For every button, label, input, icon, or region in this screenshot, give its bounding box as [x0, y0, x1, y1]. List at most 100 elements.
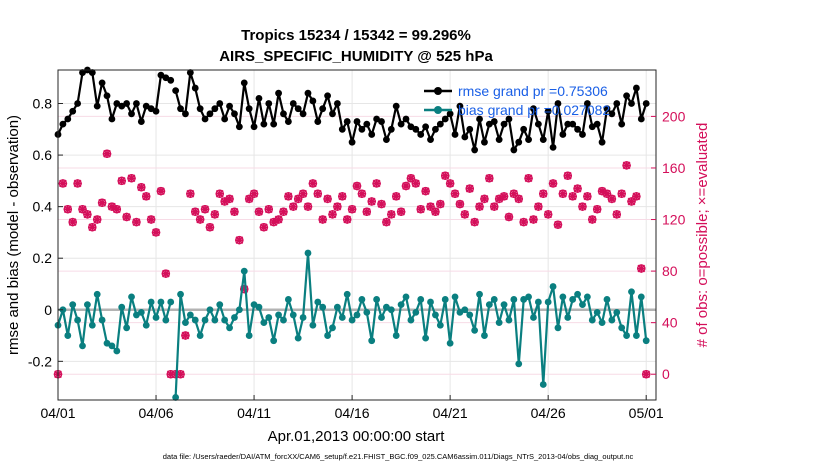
data-point-bias: [93, 290, 101, 298]
obs-evaluated-marker: [548, 179, 558, 188]
obs-evaluated-marker: [240, 284, 249, 294]
data-point-rmse: [226, 102, 233, 110]
data-point-bias: [613, 308, 621, 316]
obs-evaluated-marker: [573, 184, 582, 193]
data-point-rmse: [441, 115, 449, 123]
data-point-rmse: [417, 131, 425, 138]
data-point-rmse: [500, 120, 508, 128]
data-point-rmse: [358, 125, 366, 133]
data-point-bias: [284, 296, 292, 303]
data-point-rmse: [544, 107, 552, 115]
obs-evaluated-marker: [499, 192, 509, 201]
obs-evaluated-marker: [475, 202, 484, 211]
data-point-rmse: [324, 92, 331, 100]
data-point-rmse: [446, 110, 454, 118]
data-point-bias: [329, 324, 336, 332]
obs-evaluated-marker: [632, 192, 641, 201]
data-point-rmse: [505, 115, 513, 123]
data-point-bias: [422, 334, 430, 342]
obs-evaluated-marker: [612, 210, 621, 219]
x-tick-label: 04/16: [335, 405, 370, 421]
data-point-rmse: [530, 105, 537, 113]
obs-evaluated-marker: [578, 202, 587, 211]
data-point-rmse: [255, 94, 263, 102]
obs-evaluated-marker: [602, 189, 612, 198]
obs-evaluated-marker: [78, 205, 87, 214]
data-point-rmse: [182, 110, 189, 118]
data-point-bias: [226, 324, 233, 332]
obs-evaluated-marker: [181, 331, 190, 340]
data-point-bias: [539, 381, 547, 388]
obs-evaluated-marker: [127, 174, 136, 183]
data-point-bias: [412, 308, 420, 316]
data-point-bias: [358, 296, 366, 303]
data-point-rmse: [525, 136, 532, 144]
data-point-bias: [510, 296, 518, 303]
data-point-bias: [88, 321, 96, 329]
data-point-bias: [177, 290, 184, 298]
x-tick-label: 04/21: [433, 405, 468, 421]
obs-evaluated-marker: [244, 194, 254, 204]
data-point-bias: [603, 296, 611, 303]
data-point-bias: [270, 337, 278, 345]
data-point-rmse: [294, 105, 302, 113]
obs-count-markers: [53, 149, 651, 379]
data-point-rmse: [284, 118, 292, 125]
obs-evaluated-marker: [411, 179, 421, 188]
y-tick-label: 0.2: [33, 250, 53, 266]
data-point-rmse: [451, 131, 459, 138]
obs-evaluated-marker: [289, 202, 298, 211]
data-point-rmse: [108, 115, 116, 123]
data-point-rmse: [64, 115, 72, 123]
data-point-bias: [461, 306, 469, 314]
data-point-rmse: [167, 76, 175, 84]
data-point-bias: [118, 303, 126, 311]
data-point-rmse: [436, 120, 444, 128]
obs-evaluated-marker: [607, 194, 617, 204]
data-point-bias: [162, 316, 170, 324]
obs-evaluated-marker: [568, 192, 577, 201]
obs-evaluated-marker: [195, 215, 205, 224]
data-point-rmse: [564, 120, 572, 128]
data-point-rmse: [275, 89, 282, 97]
y-right-tick-label: 0: [662, 366, 670, 382]
obs-evaluated-marker: [215, 189, 224, 198]
obs-evaluated-marker: [529, 215, 538, 224]
data-point-bias: [402, 293, 410, 301]
data-point-rmse: [422, 123, 430, 131]
data-point-bias: [623, 332, 630, 339]
data-point-rmse: [387, 125, 395, 133]
obs-evaluated-marker: [83, 210, 92, 219]
data-point-rmse: [490, 118, 498, 125]
data-point-bias: [559, 293, 567, 301]
obs-evaluated-marker: [298, 189, 308, 198]
data-point-bias: [432, 311, 439, 319]
data-point-bias: [142, 321, 150, 329]
obs-evaluated-marker: [362, 207, 372, 216]
obs-evaluated-marker: [583, 192, 592, 201]
obs-evaluated-marker: [186, 189, 195, 198]
data-point-bias: [128, 293, 135, 301]
data-point-rmse: [520, 125, 528, 133]
data-point-bias: [593, 308, 601, 316]
obs-evaluated-marker: [470, 217, 479, 227]
plot-frame: [57, 69, 657, 401]
data-point-rmse: [642, 100, 650, 107]
data-point-rmse: [196, 105, 204, 113]
data-point-bias: [69, 301, 77, 309]
data-point-rmse: [579, 131, 586, 138]
data-point-bias: [137, 308, 145, 316]
data-point-bias: [534, 298, 542, 306]
obs-evaluated-marker: [259, 223, 269, 232]
data-point-bias: [368, 337, 376, 345]
data-point-bias: [152, 314, 160, 321]
data-point-bias: [598, 319, 606, 327]
data-point-rmse: [466, 125, 474, 133]
data-point-bias: [294, 334, 302, 342]
data-point-bias: [309, 321, 317, 329]
legend: rmse grand pr =0.75306 bias grand pr =0.…: [424, 83, 610, 118]
data-point-bias: [348, 316, 356, 324]
data-point-bias: [240, 267, 248, 275]
obs-evaluated-marker: [68, 217, 77, 227]
x-tick-label: 04/01: [40, 405, 75, 421]
